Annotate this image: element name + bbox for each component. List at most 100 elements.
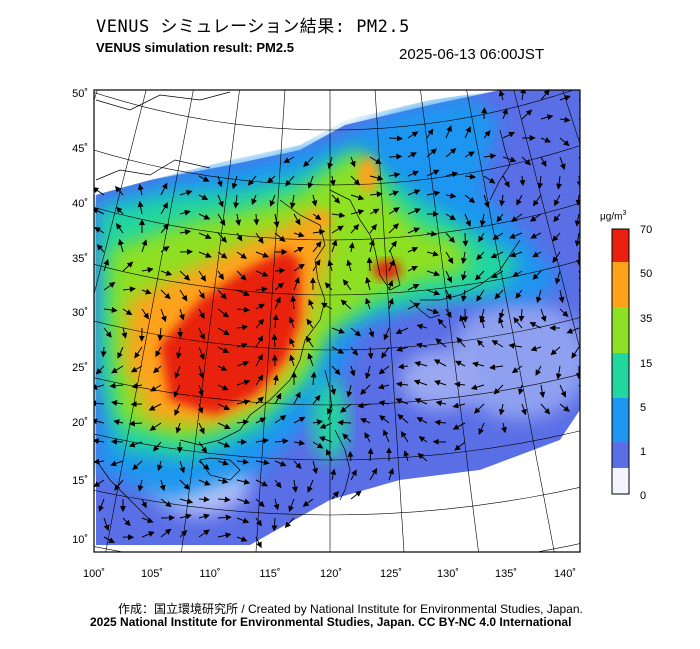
wind-arrow <box>575 194 580 206</box>
wind-arrow <box>255 270 269 277</box>
wind-arrow <box>369 223 377 234</box>
wind-arrow <box>312 460 318 475</box>
wind-arrow <box>346 259 353 272</box>
wind-arrow <box>217 422 231 430</box>
wind-arrow <box>331 225 344 234</box>
wind-arrow <box>331 490 339 500</box>
wind-arrow <box>121 327 128 339</box>
wind-arrow <box>350 209 365 215</box>
lat-tick-label: 50˚ <box>72 88 88 100</box>
wind-arrow <box>217 478 229 484</box>
wind-arrow <box>132 460 143 471</box>
colorbar-label: 35 <box>640 313 653 325</box>
lon-tick-label: 105˚ <box>141 568 163 580</box>
wind-arrow <box>179 498 194 505</box>
wind-arrow <box>326 449 333 462</box>
wind-arrow <box>255 353 263 367</box>
wind-arrow <box>289 194 296 209</box>
wind-arrow <box>293 460 302 470</box>
wind-arrow <box>452 402 466 409</box>
wind-arrow <box>529 213 542 222</box>
wind-arrow <box>407 266 418 272</box>
wind-arrow <box>217 289 227 300</box>
wind-arrow <box>118 238 124 253</box>
wind-arrow <box>509 232 523 239</box>
wind-arrow <box>483 130 491 139</box>
colorbar-segment-0-1 <box>612 442 629 468</box>
wind-arrow <box>255 536 262 549</box>
wind-arrow <box>236 458 249 465</box>
wind-arrow <box>141 498 147 509</box>
wind-arrow <box>175 346 182 359</box>
wind-arrow <box>396 381 409 388</box>
wind-arrow <box>122 308 133 316</box>
wind-arrow <box>160 182 168 196</box>
wind-arrow <box>198 194 209 200</box>
lat-tick-label: 15˚ <box>72 475 88 487</box>
wind-arrow <box>559 308 569 317</box>
wind-arrow <box>502 108 508 120</box>
wind-arrow <box>307 352 314 367</box>
wind-arrow <box>360 384 371 395</box>
wind-arrow <box>445 125 452 139</box>
wind-arrow <box>367 346 374 360</box>
wind-arrow <box>216 175 223 188</box>
wind-arrow <box>198 365 205 379</box>
wind-arrow <box>426 270 441 277</box>
wind-arrow <box>414 398 428 405</box>
wind-arrow <box>571 346 580 359</box>
longitude-line <box>374 90 405 552</box>
wind-arrow <box>559 116 571 123</box>
wind-arrow <box>131 382 143 389</box>
wind-arrow <box>217 384 229 391</box>
wind-arrow <box>445 232 455 243</box>
wind-arrow <box>452 422 466 430</box>
wind-arrow <box>236 324 249 331</box>
wind-arrow <box>312 259 321 272</box>
wind-arrow <box>273 498 280 511</box>
wind-arrow <box>540 403 551 415</box>
wind-arrow <box>217 365 228 371</box>
wind-arrow <box>499 194 506 207</box>
lat-tick-label: 45˚ <box>72 143 88 155</box>
wind-arrow <box>137 183 144 196</box>
colorbar-border <box>611 228 630 495</box>
wind-arrow <box>94 458 105 465</box>
wind-arrow <box>407 131 419 139</box>
wind-arrow <box>464 194 476 204</box>
wind-arrow <box>369 191 383 198</box>
wind-arrow <box>387 280 394 291</box>
wind-arrow <box>318 436 333 443</box>
wind-arrow <box>559 95 571 101</box>
wind-arrow <box>103 282 116 291</box>
wind-arrow <box>426 230 438 237</box>
wind-arrow <box>155 346 162 358</box>
wind-arrow <box>397 363 409 370</box>
wind-arrow <box>350 469 357 481</box>
wind-arrow <box>157 327 164 342</box>
wind-arrow <box>198 270 207 282</box>
wind-arrow <box>274 438 289 445</box>
wind-arrow <box>198 496 210 503</box>
wind-arrow <box>535 365 542 376</box>
wind-arrow <box>198 175 210 182</box>
wind-arrow <box>198 327 205 341</box>
wind-arrow <box>288 498 295 513</box>
wind-arrow <box>150 384 162 392</box>
wind-arrow <box>271 517 278 532</box>
wind-arrow <box>566 327 580 334</box>
wind-arrow <box>217 213 226 226</box>
wind-arrow <box>122 286 136 293</box>
wind-arrow <box>383 429 390 443</box>
wind-arrow <box>231 175 238 190</box>
colorbar-label: 15 <box>640 358 653 370</box>
wind-arrow <box>103 306 118 313</box>
colorbar-segment-0 <box>612 468 629 494</box>
wind-arrow <box>388 297 394 310</box>
wind-arrow <box>426 250 439 257</box>
colorbar-label: 1 <box>640 446 647 458</box>
wind-arrow <box>217 441 231 448</box>
wind-arrow <box>247 175 257 186</box>
wind-arrow <box>479 316 486 329</box>
